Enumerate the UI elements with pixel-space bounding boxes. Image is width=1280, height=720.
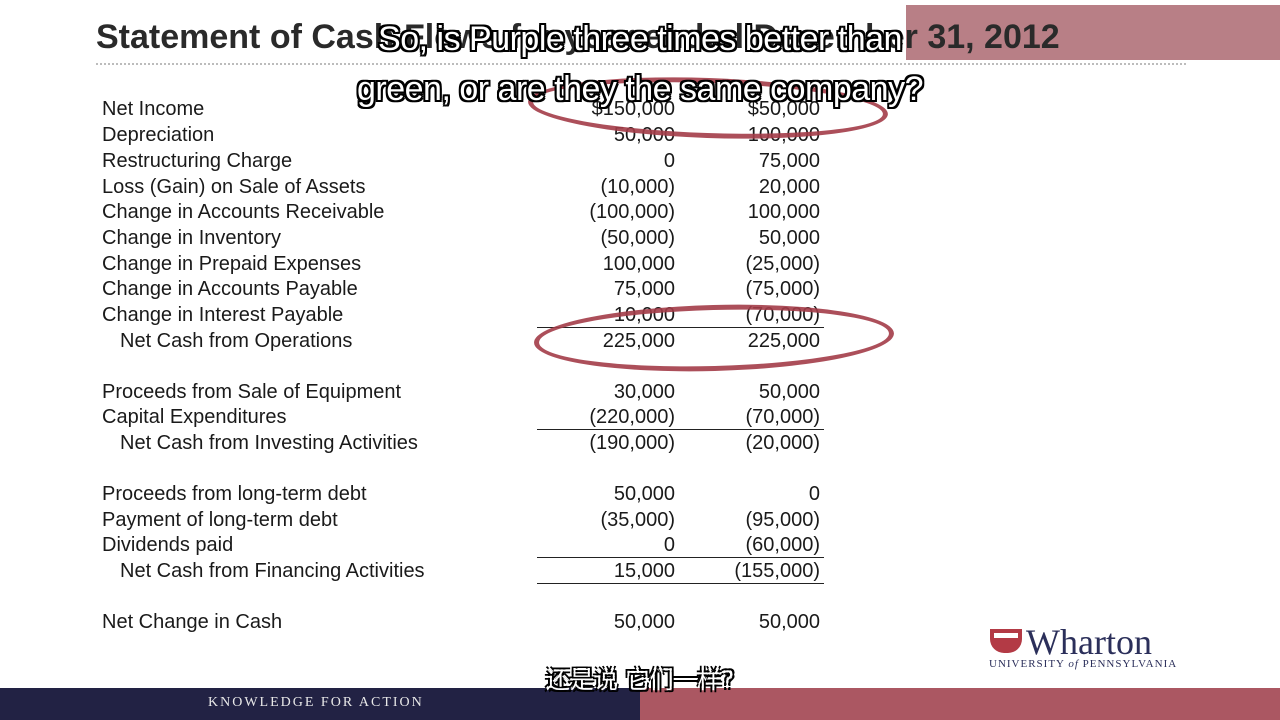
footer-bar-left (0, 688, 640, 720)
green-value: 100,000 (747, 201, 820, 223)
subtotal-row: Net Cash from Operations 225,000 225,000 (0, 330, 900, 356)
green-value: 50,000 (758, 611, 820, 633)
table-row: Payment of long-term debt (35,000) (95,0… (0, 509, 900, 535)
purple-value: (10,000) (600, 176, 676, 198)
row-label: Net Change in Cash (102, 611, 283, 633)
logo-name: Wharton (1026, 622, 1152, 662)
row-label: Capital Expenditures (102, 406, 287, 428)
purple-value: 100,000 (602, 253, 675, 275)
green-value: 0 (808, 483, 820, 505)
logo-sub-of: of (1068, 658, 1079, 670)
green-value: (75,000) (745, 278, 821, 300)
shield-icon (990, 629, 1022, 653)
purple-value: 10,000 (613, 304, 675, 326)
table-row: Proceeds from long-term debt 50,000 0 (0, 483, 900, 509)
green-value: (70,000) (745, 304, 821, 326)
purple-value: 0 (663, 534, 675, 556)
table-row: Capital Expenditures (220,000) (70,000) (0, 406, 900, 432)
row-label: Change in Inventory (102, 227, 282, 249)
table-row: Dividends paid 0 (60,000) (0, 534, 900, 560)
purple-value: 50,000 (613, 611, 675, 633)
table-row: Change in Accounts Payable 75,000 (75,00… (0, 278, 900, 304)
logo-subtitle: UNIVERSITY of PENNSYLVANIA (989, 658, 1177, 670)
purple-value: 75,000 (613, 278, 675, 300)
subtitle-line-2: green, or are they the same company? (357, 70, 924, 108)
subtotal-row: Net Cash from Investing Activities (190,… (0, 432, 900, 458)
table-row: Restructuring Charge 0 75,000 (0, 150, 900, 176)
purple-value: (100,000) (589, 201, 675, 223)
table-row: Change in Accounts Receivable (100,000) … (0, 201, 900, 227)
total-rule (537, 583, 824, 584)
footer-bar-right (640, 688, 1280, 720)
green-value: (20,000) (745, 432, 821, 454)
row-label: Net Income (102, 98, 205, 120)
table-row: Depreciation 50,000 100,000 (0, 124, 900, 150)
green-value: 225,000 (747, 330, 820, 352)
table-row: Change in Prepaid Expenses 100,000 (25,0… (0, 253, 900, 279)
row-label: Proceeds from Sale of Equipment (102, 381, 402, 403)
purple-value: (220,000) (589, 406, 675, 428)
total-row: Net Change in Cash 50,000 50,000 (0, 611, 900, 637)
table-row: Change in Inventory (50,000) 50,000 (0, 227, 900, 253)
wharton-logo: Wharton UNIVERSITY of PENNSYLVANIA (988, 622, 1198, 675)
purple-value: (190,000) (589, 432, 675, 454)
row-label: Net Cash from Investing Activities (120, 432, 418, 454)
purple-value: 30,000 (613, 381, 675, 403)
subtotal-rule (537, 429, 824, 430)
subtotal-row: Net Cash from Financing Activities 15,00… (0, 560, 900, 586)
purple-value: 0 (663, 150, 675, 172)
green-value: (25,000) (745, 253, 821, 275)
green-value: (95,000) (745, 509, 821, 531)
row-label: Change in Accounts Receivable (102, 201, 385, 223)
row-label: Loss (Gain) on Sale of Assets (102, 176, 366, 198)
subtotal-rule (537, 557, 824, 558)
purple-value: 15,000 (613, 560, 675, 582)
green-value: (60,000) (745, 534, 821, 556)
purple-value: (35,000) (600, 509, 676, 531)
row-label: Payment of long-term debt (102, 509, 338, 531)
green-value: (155,000) (734, 560, 820, 582)
green-value: 100,000 (747, 124, 820, 146)
purple-value: 225,000 (602, 330, 675, 352)
logo-sub-prefix: UNIVERSITY (989, 658, 1069, 670)
title-divider (96, 63, 1186, 65)
row-label: Proceeds from long-term debt (102, 483, 367, 505)
green-value: $50,000 (747, 98, 820, 120)
row-label: Change in Accounts Payable (102, 278, 358, 300)
row-label: Dividends paid (102, 534, 234, 556)
green-value: 20,000 (758, 176, 820, 198)
subtitle-chinese: 还是说 它们一样? (545, 666, 735, 694)
table-row: Proceeds from Sale of Equipment 30,000 5… (0, 381, 900, 407)
footer-tagline: KNOWLEDGE FOR ACTION (208, 695, 424, 710)
row-label: Change in Prepaid Expenses (102, 253, 362, 275)
green-value: 50,000 (758, 227, 820, 249)
row-label: Change in Interest Payable (102, 304, 344, 326)
title-accent-bar (906, 5, 1280, 60)
purple-value: 50,000 (613, 124, 675, 146)
slide-title: Statement of Cash Flows for year ended D… (96, 18, 1060, 56)
purple-value: 50,000 (613, 483, 675, 505)
green-value: 75,000 (758, 150, 820, 172)
table-row: Loss (Gain) on Sale of Assets (10,000) 2… (0, 176, 900, 202)
row-label: Depreciation (102, 124, 215, 146)
subtotal-rule (537, 327, 824, 328)
row-label: Net Cash from Financing Activities (120, 560, 425, 582)
green-value: (70,000) (745, 406, 821, 428)
green-value: 50,000 (758, 381, 820, 403)
purple-value: (50,000) (600, 227, 676, 249)
logo-sub-suffix: PENNSYLVANIA (1078, 658, 1178, 670)
subtitle-line-1: So, is Purple three times better than (378, 20, 902, 58)
table-row: Change in Interest Payable 10,000 (70,00… (0, 304, 900, 330)
row-label: Restructuring Charge (102, 150, 293, 172)
purple-value: $150,000 (591, 98, 675, 120)
table-row: Net Income $150,000 $50,000 (0, 98, 900, 124)
row-label: Net Cash from Operations (120, 330, 353, 352)
